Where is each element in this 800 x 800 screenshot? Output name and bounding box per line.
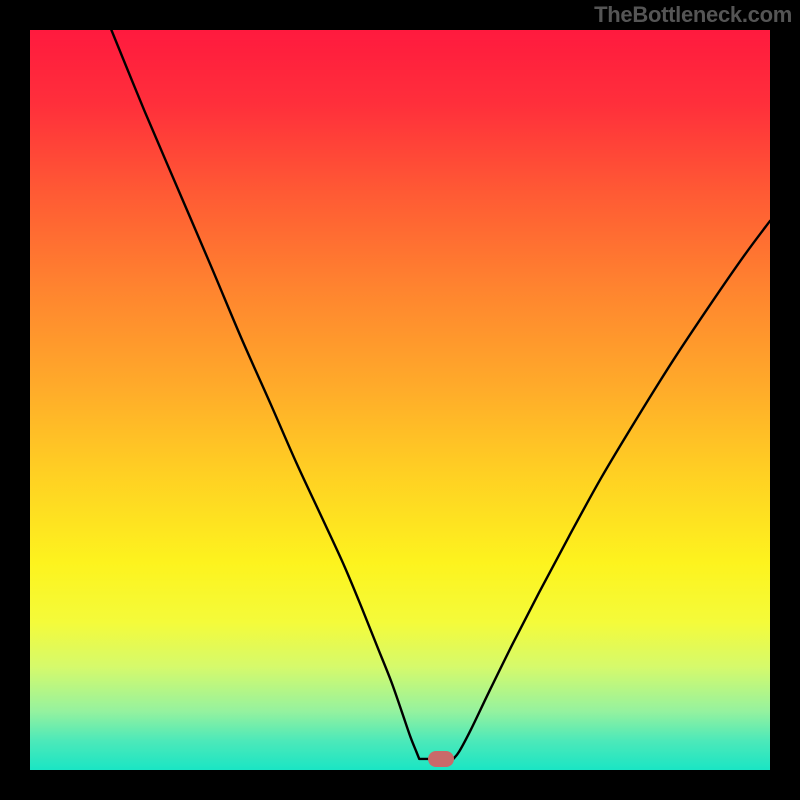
bottleneck-curve <box>30 30 770 770</box>
chart-root: TheBottleneck.com <box>0 0 800 800</box>
optimum-marker <box>428 751 454 767</box>
plot-area <box>30 30 770 770</box>
watermark-text: TheBottleneck.com <box>594 2 792 28</box>
